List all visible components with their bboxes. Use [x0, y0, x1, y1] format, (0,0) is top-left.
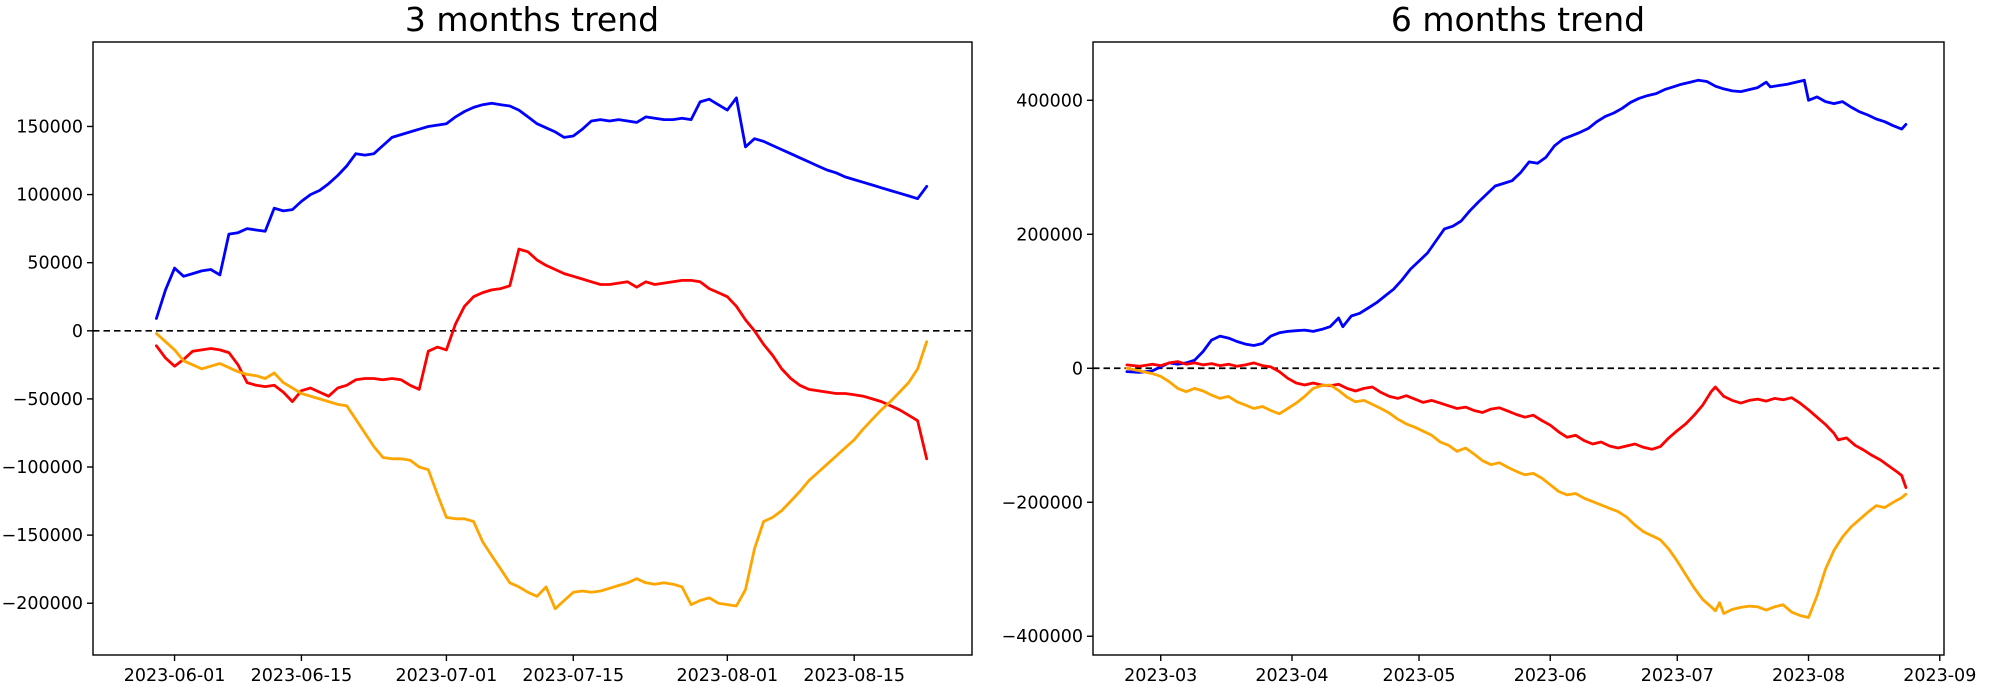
plot-frame	[92, 41, 973, 656]
chart-title-3-months: 3 months trend	[404, 0, 660, 39]
x-tick-label: 2023-06-01	[124, 666, 226, 686]
y-tick-label: −200000	[2, 594, 83, 614]
y-tick-label: −150000	[2, 526, 83, 546]
chart-title-6-months: 6 months trend	[1390, 0, 1646, 39]
x-tick-label: 2023-08-15	[803, 666, 905, 686]
plot-frame	[1092, 41, 1945, 656]
y-tick-label: −400000	[1002, 627, 1083, 647]
series-line-series-1	[1125, 78, 1908, 374]
x-tick-label: 2023-08	[1772, 666, 1845, 686]
y-tick-label: 150000	[16, 117, 83, 137]
x-tick-label: 2023-05	[1382, 666, 1455, 686]
y-tick-label: −100000	[2, 458, 83, 478]
x-tick-label: 2023-08-01	[676, 666, 778, 686]
x-tick-label: 2023-04	[1255, 666, 1328, 686]
x-tick-label: 2023-03	[1124, 666, 1197, 686]
y-tick-label: 0	[72, 322, 83, 342]
y-tick-label: 400000	[1016, 91, 1083, 111]
y-tick-label: 100000	[16, 186, 83, 206]
x-tick-label: 2023-06	[1514, 666, 1587, 686]
x-tick-label: 2023-09	[1903, 666, 1976, 686]
y-tick-label: 0	[1072, 359, 1083, 379]
x-tick-label: 2023-07	[1641, 666, 1714, 686]
series-line-series-3	[154, 332, 929, 611]
y-tick-label: 50000	[27, 254, 83, 274]
series-line-series-1	[154, 96, 929, 320]
x-tick-label: 2023-07-01	[396, 666, 498, 686]
x-tick-label: 2023-07-15	[522, 666, 624, 686]
series-line-series-3	[1125, 366, 1908, 619]
series-line-series-2	[1125, 360, 1908, 489]
y-tick-label: 200000	[1016, 225, 1083, 245]
y-tick-label: −200000	[1002, 493, 1083, 513]
series-line-series-2	[154, 247, 929, 461]
x-tick-label: 2023-06-15	[251, 666, 353, 686]
y-tick-label: −50000	[13, 390, 83, 410]
